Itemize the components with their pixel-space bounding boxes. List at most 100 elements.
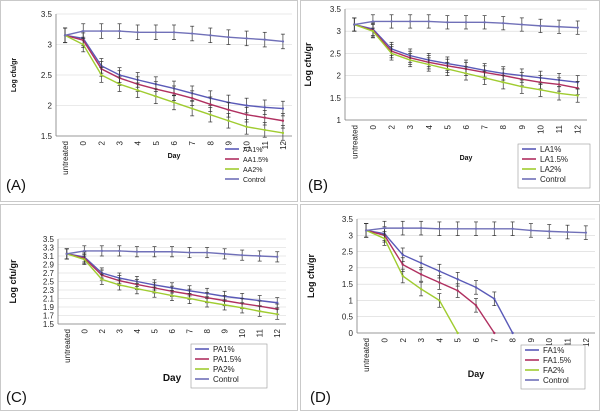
data-point <box>190 96 194 100</box>
data-point <box>371 30 375 33</box>
data-point <box>172 31 176 34</box>
data-point <box>364 229 368 232</box>
data-point <box>63 34 67 37</box>
x-tick-label: 3 <box>406 124 415 129</box>
x-axis-label: Day <box>460 155 473 162</box>
x-tick-label: 9 <box>224 140 233 145</box>
x-tick-label: 7 <box>481 124 490 129</box>
data-point <box>100 73 103 77</box>
data-point <box>154 31 158 34</box>
data-point <box>263 106 266 109</box>
y-tick-label: 3.5 <box>330 5 342 14</box>
data-point <box>83 258 86 261</box>
chart-panel-1: 1.5 2 2.5 3 3.5 untreated 0 2 3 4 5 6 7 8 9 10 11 12 Log c… <box>0 0 298 202</box>
data-point <box>408 20 412 23</box>
legend-box <box>517 143 591 189</box>
data-point <box>456 227 459 230</box>
data-point <box>135 287 139 290</box>
y-tick-label: 3 <box>337 27 342 36</box>
data-point <box>172 101 176 104</box>
data-point <box>511 331 514 335</box>
data-point <box>153 250 156 253</box>
data-point <box>438 281 441 284</box>
x-tick-label: 3 <box>115 328 124 333</box>
data-point <box>136 89 139 92</box>
data-point <box>263 116 266 119</box>
y-tick-label: 2 <box>349 264 354 273</box>
x-tick-label: 9 <box>221 328 230 333</box>
x-axis-label: Day <box>168 153 181 160</box>
y-tick-label: 1.9 <box>43 303 55 312</box>
data-point <box>205 251 209 254</box>
x-tick-label: 7 <box>490 337 499 342</box>
x-tick-label: 6 <box>168 328 177 333</box>
x-tick-label: 12 <box>582 337 591 346</box>
x-tick-label: 10 <box>545 337 554 346</box>
legend-entry: LA1.5% <box>540 155 568 164</box>
x-tick-label: 5 <box>150 328 159 333</box>
y-tick-label: 1.5 <box>342 280 354 289</box>
data-point <box>82 43 85 46</box>
x-tick-label: 10 <box>536 124 545 133</box>
data-point <box>205 300 209 304</box>
x-tick-label: 7 <box>188 140 197 145</box>
x-tick-label: 2 <box>97 140 106 145</box>
y-tick-label: 0.5 <box>342 313 354 322</box>
data-point <box>188 251 191 254</box>
x-tick-label: 2 <box>399 337 408 342</box>
data-point <box>427 20 430 23</box>
y-tick-label: 2.5 <box>342 248 354 257</box>
data-point <box>190 32 194 35</box>
data-point <box>446 67 449 71</box>
data-point <box>493 331 496 335</box>
x-tick-label: 2 <box>388 124 397 129</box>
series-line-FA2% <box>365 229 459 334</box>
data-point <box>474 286 478 289</box>
x-tick-label: 5 <box>454 337 463 342</box>
x-tick-label: 12 <box>279 140 288 149</box>
data-point <box>353 23 356 26</box>
x-tick-label: 8 <box>509 337 518 342</box>
y-tick-label: 3.5 <box>342 215 354 224</box>
x-tick-label: 4 <box>133 328 142 333</box>
legend-box <box>190 343 268 389</box>
x-tick-label: 4 <box>134 140 143 145</box>
legend-entry: LA2% <box>540 165 561 174</box>
data-point <box>408 58 412 62</box>
series-line-FA1.5% <box>365 229 495 334</box>
data-point <box>227 108 230 111</box>
x-tick-label: 12 <box>273 328 282 337</box>
data-point <box>539 24 542 28</box>
x-tick-label: 0 <box>369 124 378 129</box>
y-tick-label: 3.1 <box>43 252 55 261</box>
data-point <box>136 31 139 34</box>
legend-entry: FA2% <box>543 366 564 375</box>
legend-box <box>520 344 586 390</box>
data-point <box>281 40 285 43</box>
data-point <box>390 52 393 55</box>
y-tick-label: 1.5 <box>41 132 53 141</box>
data-point <box>548 230 551 233</box>
x-tick-label: 7 <box>186 328 195 333</box>
data-point <box>539 88 542 92</box>
x-tick-label: 4 <box>435 337 444 342</box>
data-point <box>446 21 449 24</box>
data-point <box>223 303 226 307</box>
data-point <box>464 21 468 24</box>
data-point <box>135 250 139 253</box>
x-axis-label: Day <box>468 369 485 379</box>
data-point <box>190 107 194 110</box>
legend-entry: PA1.5% <box>213 355 241 364</box>
y-tick-label: 3.5 <box>43 235 55 244</box>
data-point <box>557 25 561 28</box>
data-point <box>493 297 496 300</box>
data-point <box>82 29 85 33</box>
x-tick-label: 10 <box>243 140 252 149</box>
data-point <box>209 103 212 106</box>
x-tick-label: 3 <box>116 140 125 145</box>
data-point <box>258 254 261 258</box>
data-point <box>520 85 524 88</box>
data-point <box>511 227 514 230</box>
legend-entry: PA1% <box>213 345 235 354</box>
data-point <box>188 297 191 300</box>
